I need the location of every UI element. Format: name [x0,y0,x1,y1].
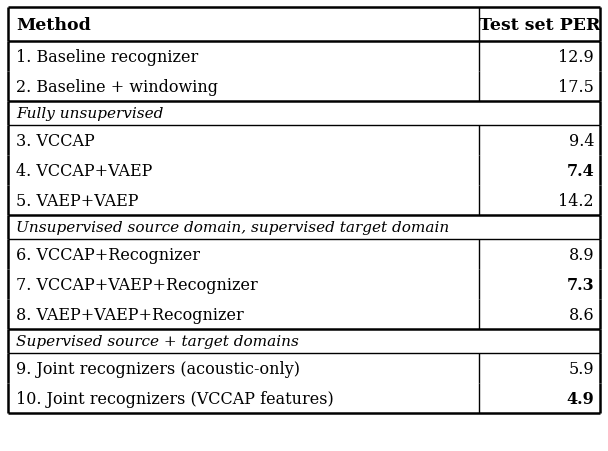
Text: 7. VCCAP+VAEP+Recognizer: 7. VCCAP+VAEP+Recognizer [16,276,258,293]
Text: 3. VCCAP: 3. VCCAP [16,132,95,149]
Text: 7.4: 7.4 [566,162,594,179]
Text: 8. VAEP+VAEP+Recognizer: 8. VAEP+VAEP+Recognizer [16,306,244,323]
Text: Unsupervised source domain, supervised target domain: Unsupervised source domain, supervised t… [16,221,449,235]
Text: 17.5: 17.5 [558,78,594,95]
Text: 8.6: 8.6 [568,306,594,323]
Text: 8.9: 8.9 [568,246,594,263]
Text: 4. VCCAP+VAEP: 4. VCCAP+VAEP [16,162,153,179]
Text: 5.9: 5.9 [568,360,594,377]
Text: 10. Joint recognizers (VCCAP features): 10. Joint recognizers (VCCAP features) [16,390,334,407]
Text: 2. Baseline + windowing: 2. Baseline + windowing [16,78,218,95]
Text: Test set PER: Test set PER [478,17,600,33]
Text: 4.9: 4.9 [566,390,594,407]
Text: 14.2: 14.2 [558,192,594,209]
Text: 12.9: 12.9 [558,48,594,65]
Text: Method: Method [16,17,91,33]
Text: 5. VAEP+VAEP: 5. VAEP+VAEP [16,192,139,209]
Text: 6. VCCAP+Recognizer: 6. VCCAP+Recognizer [16,246,200,263]
Text: 1. Baseline recognizer: 1. Baseline recognizer [16,48,198,65]
Text: Fully unsupervised: Fully unsupervised [16,107,164,121]
Text: 7.3: 7.3 [567,276,594,293]
Text: Supervised source + target domains: Supervised source + target domains [16,334,299,348]
Text: 9. Joint recognizers (acoustic-only): 9. Joint recognizers (acoustic-only) [16,360,300,377]
Text: 9.4: 9.4 [568,132,594,149]
